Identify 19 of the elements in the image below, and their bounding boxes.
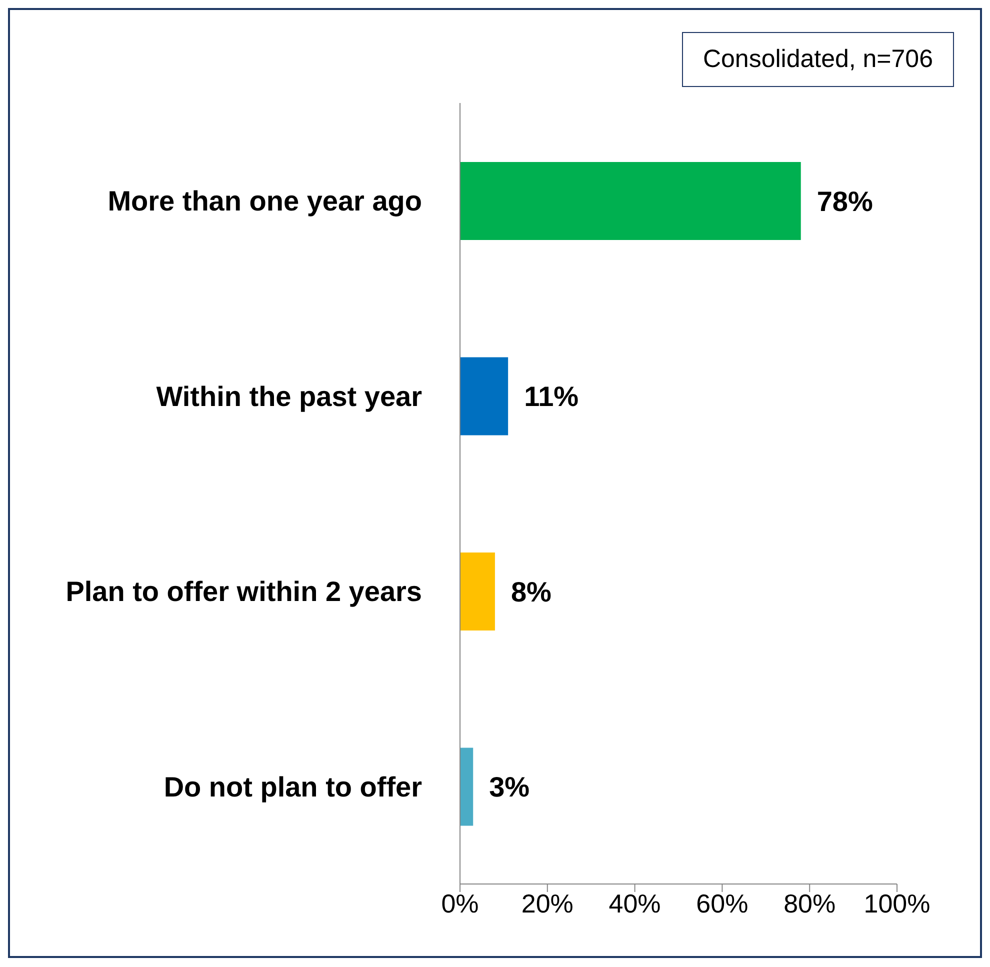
data-label: 8% [510, 576, 552, 608]
x-tick-label: 60% [696, 888, 748, 918]
x-tick-label: 20% [521, 888, 574, 918]
x-tick-label: 80% [784, 888, 836, 918]
data-label: 11% [524, 381, 579, 412]
bar [460, 748, 474, 826]
data-label: 3% [489, 772, 530, 803]
bar [460, 552, 495, 630]
y-tick-label: Within the past year [156, 380, 422, 412]
y-tick-label: Do not plan to offer [164, 771, 422, 802]
y-tick-label: More than one year ago [108, 186, 422, 217]
x-tick-label: 100% [864, 888, 930, 918]
y-tick-label: Plan to offer within 2 years [66, 576, 422, 608]
text: Consolidated, n=706 [682, 32, 954, 87]
data-label: 78% [816, 186, 874, 217]
x-tick-label: 0% [441, 888, 479, 918]
bar [460, 162, 801, 240]
bar [460, 357, 508, 436]
x-tick-label: 40% [608, 888, 661, 918]
